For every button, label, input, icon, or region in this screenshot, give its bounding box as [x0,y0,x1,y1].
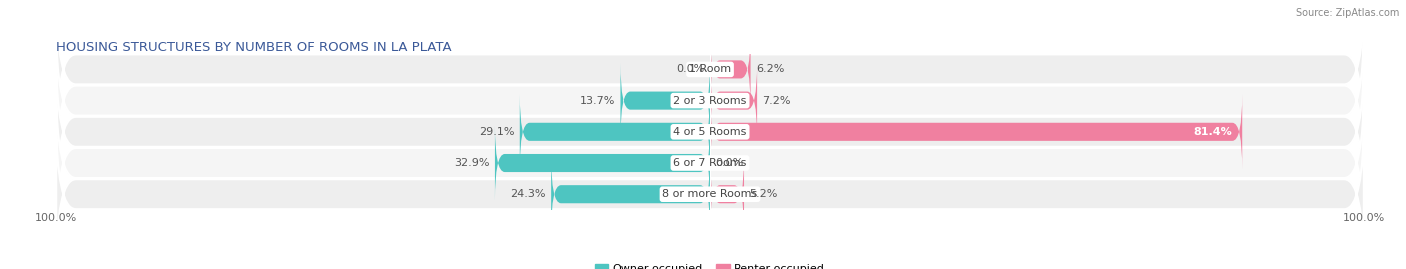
FancyBboxPatch shape [56,0,1364,148]
FancyBboxPatch shape [56,84,1364,242]
FancyBboxPatch shape [710,94,1243,169]
FancyBboxPatch shape [710,63,756,138]
FancyBboxPatch shape [56,22,1364,179]
Text: 1 Room: 1 Room [689,64,731,75]
FancyBboxPatch shape [710,32,751,107]
FancyBboxPatch shape [495,125,710,201]
Text: 5.2%: 5.2% [749,189,778,199]
FancyBboxPatch shape [551,157,710,232]
Text: 6 or 7 Rooms: 6 or 7 Rooms [673,158,747,168]
Text: 29.1%: 29.1% [479,127,515,137]
Text: 0.0%: 0.0% [716,158,744,168]
Text: HOUSING STRUCTURES BY NUMBER OF ROOMS IN LA PLATA: HOUSING STRUCTURES BY NUMBER OF ROOMS IN… [56,41,451,54]
Text: 8 or more Rooms: 8 or more Rooms [662,189,758,199]
FancyBboxPatch shape [56,53,1364,210]
FancyBboxPatch shape [710,157,744,232]
Text: Source: ZipAtlas.com: Source: ZipAtlas.com [1295,8,1399,18]
Text: 0.0%: 0.0% [676,64,704,75]
Text: 7.2%: 7.2% [762,95,790,106]
FancyBboxPatch shape [56,116,1364,269]
Text: 81.4%: 81.4% [1194,127,1233,137]
FancyBboxPatch shape [620,63,710,138]
Text: 24.3%: 24.3% [510,189,546,199]
Text: 32.9%: 32.9% [454,158,489,168]
Legend: Owner-occupied, Renter-occupied: Owner-occupied, Renter-occupied [595,264,825,269]
Text: 2 or 3 Rooms: 2 or 3 Rooms [673,95,747,106]
Text: 4 or 5 Rooms: 4 or 5 Rooms [673,127,747,137]
FancyBboxPatch shape [520,94,710,169]
Text: 13.7%: 13.7% [579,95,616,106]
Text: 6.2%: 6.2% [756,64,785,75]
